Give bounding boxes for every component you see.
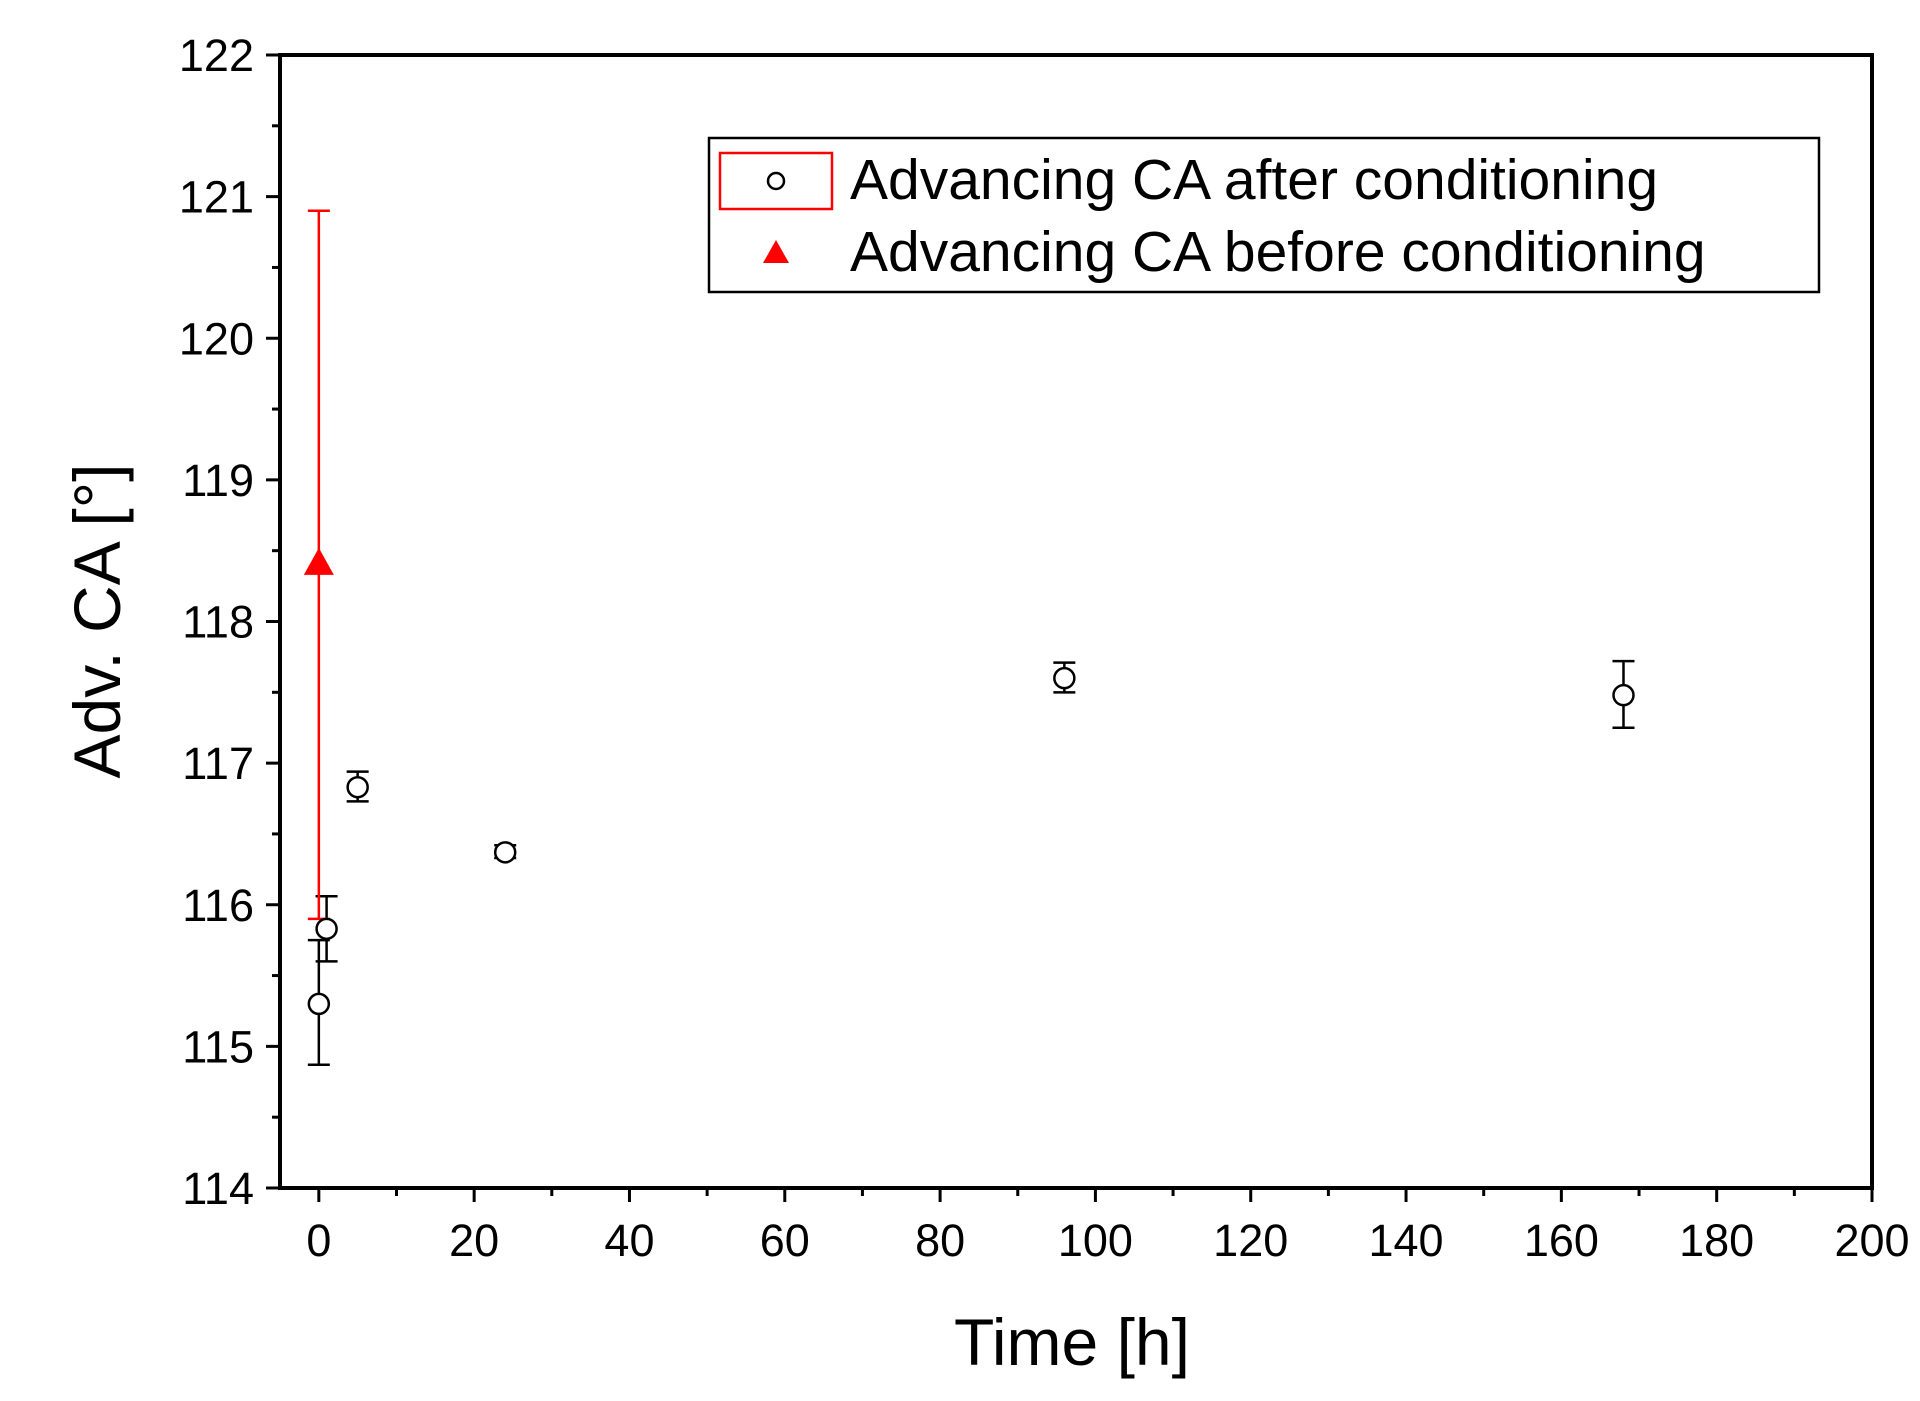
y-tick-label: 114 (182, 1163, 254, 1214)
data-point (1053, 666, 1076, 690)
data-point (1612, 683, 1635, 707)
x-tick-label: 140 (1369, 1215, 1444, 1266)
legend-marker-after-conditioning (766, 171, 786, 191)
data-point (346, 775, 369, 799)
y-tick-label: 118 (182, 597, 254, 648)
x-tick-label: 20 (449, 1215, 499, 1266)
y-axis-ticks: 114 115 116 117 118 119 120 121 122 (179, 30, 280, 1214)
data-point (307, 992, 331, 1016)
y-tick-label: 121 (179, 172, 254, 223)
x-tick-label: 200 (1834, 1215, 1909, 1266)
legend-box (707, 136, 1821, 294)
legend-swatch-highlight (718, 151, 834, 211)
y-tick-label: 122 (179, 30, 254, 81)
x-tick-label: 180 (1679, 1215, 1754, 1266)
x-tick-label: 40 (604, 1215, 654, 1266)
x-tick-label: 100 (1058, 1215, 1133, 1266)
error-bars (307, 209, 1635, 1067)
x-tick-label: 0 (306, 1215, 331, 1266)
y-tick-label: 119 (182, 455, 254, 506)
data-points (303, 547, 1635, 1016)
x-tick-label: 60 (760, 1215, 810, 1266)
data-point (315, 917, 338, 941)
data-point (303, 547, 334, 575)
y-tick-label: 115 (182, 1021, 254, 1072)
y-tick-label: 117 (182, 738, 254, 789)
legend-label-before-conditioning: Advancing CA before conditioning (850, 220, 1706, 284)
x-tick-label: 160 (1524, 1215, 1599, 1266)
legend: Advancing CA after conditioning Advancin… (707, 136, 1821, 294)
x-tick-label: 80 (915, 1215, 965, 1266)
y-tick-label: 120 (179, 313, 254, 364)
x-tick-label: 120 (1213, 1215, 1288, 1266)
data-point (493, 841, 517, 864)
legend-label-after-conditioning: Advancing CA after conditioning (850, 148, 1658, 212)
x-axis-title: Time [h] (954, 1305, 1190, 1379)
x-axis-ticks: 0 20 40 60 80 100 120 140 160 180 200 (306, 1188, 1910, 1266)
y-axis-title: Adv. CA [°] (60, 464, 134, 779)
legend-marker-before-conditioning (763, 240, 789, 263)
y-tick-label: 116 (182, 880, 254, 931)
